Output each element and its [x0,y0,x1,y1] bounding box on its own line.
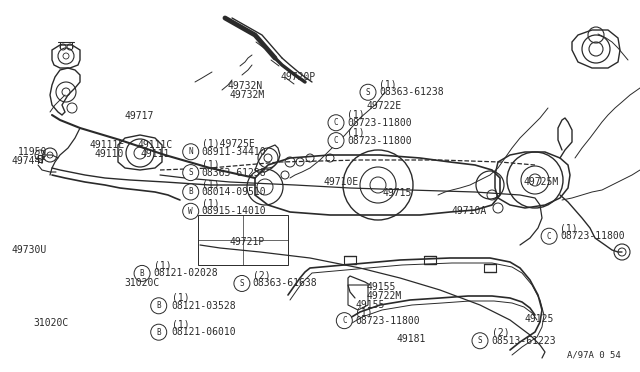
Text: C: C [547,232,552,241]
Text: 08363-61238: 08363-61238 [379,87,444,97]
Text: 49730U: 49730U [12,245,47,255]
Text: 08911-34410: 08911-34410 [202,147,266,157]
Text: 49717: 49717 [125,111,154,121]
Text: 49710E: 49710E [323,177,358,187]
Text: S: S [239,279,244,288]
Text: (1): (1) [202,199,220,208]
Text: 31020C: 31020C [125,279,160,288]
Text: 49111: 49111 [141,150,170,159]
Text: 49732M: 49732M [229,90,264,100]
Text: (1): (1) [560,224,578,233]
Text: 49125: 49125 [525,314,554,324]
Text: 08915-14010: 08915-14010 [202,206,266,216]
Text: (1): (1) [172,293,189,303]
Text: (1): (1) [172,320,189,329]
Text: N: N [188,147,193,156]
Text: (1): (1) [379,80,397,89]
Text: 49721P: 49721P [229,237,264,247]
Text: 49720P: 49720P [280,73,316,82]
Text: (1): (1) [154,261,172,270]
Circle shape [183,164,198,181]
Text: B: B [156,301,161,310]
Text: (1): (1) [347,110,365,120]
Text: A/97A 0 54: A/97A 0 54 [567,351,621,360]
Text: 08723-11800: 08723-11800 [355,316,420,326]
Text: S: S [365,88,371,97]
Text: 08723-11800: 08723-11800 [560,231,625,241]
Text: C: C [342,316,347,325]
Text: 49722M: 49722M [366,291,401,301]
Circle shape [183,203,198,219]
Text: 49744F: 49744F [12,156,47,166]
Text: 49710A: 49710A [451,206,486,216]
Text: (2): (2) [492,328,509,338]
Circle shape [360,84,376,100]
Text: C: C [333,136,339,145]
Text: (1): (1) [202,160,220,170]
Text: 49155: 49155 [366,282,396,292]
Circle shape [472,333,488,349]
Circle shape [134,265,150,282]
Text: (1)49725E: (1)49725E [202,139,255,149]
Text: 49715: 49715 [383,188,412,198]
Text: 49725M: 49725M [524,177,559,187]
Circle shape [151,298,166,314]
Text: 49111C: 49111C [138,140,173,150]
Text: 08513-61223: 08513-61223 [492,336,556,346]
Circle shape [328,115,344,131]
Text: 08363-61238: 08363-61238 [202,168,266,177]
Text: 08723-11800: 08723-11800 [347,136,412,145]
Circle shape [328,132,344,149]
Circle shape [337,312,353,329]
Text: C: C [333,118,339,127]
Text: (2): (2) [253,271,271,280]
Bar [198,215,288,265]
Text: 49111E: 49111E [90,140,125,150]
Text: 08121-06010: 08121-06010 [172,327,236,337]
Text: B: B [156,328,161,337]
Text: 49155: 49155 [355,300,385,310]
Text: S: S [477,336,483,345]
Text: 08014-09510: 08014-09510 [202,187,266,197]
Text: 49181: 49181 [397,334,426,344]
Text: (1): (1) [202,179,220,189]
Text: 49732N: 49732N [227,81,262,91]
Text: 49110: 49110 [95,150,124,159]
Circle shape [183,184,198,200]
Circle shape [151,324,166,340]
Text: B: B [140,269,145,278]
Circle shape [183,144,198,160]
Text: 49722E: 49722E [366,101,401,111]
Text: W: W [188,207,193,216]
Text: 08363-61638: 08363-61638 [253,279,317,288]
Text: 08121-02028: 08121-02028 [154,269,218,278]
Text: S: S [188,168,193,177]
Text: 31020C: 31020C [33,318,68,328]
Text: 08121-03528: 08121-03528 [172,301,236,311]
Circle shape [234,275,250,292]
Text: (1): (1) [347,128,365,138]
Circle shape [541,228,557,244]
Text: B: B [188,187,193,196]
Text: 08723-11800: 08723-11800 [347,118,412,128]
Text: 11950: 11950 [18,147,47,157]
Text: (1): (1) [355,308,373,318]
